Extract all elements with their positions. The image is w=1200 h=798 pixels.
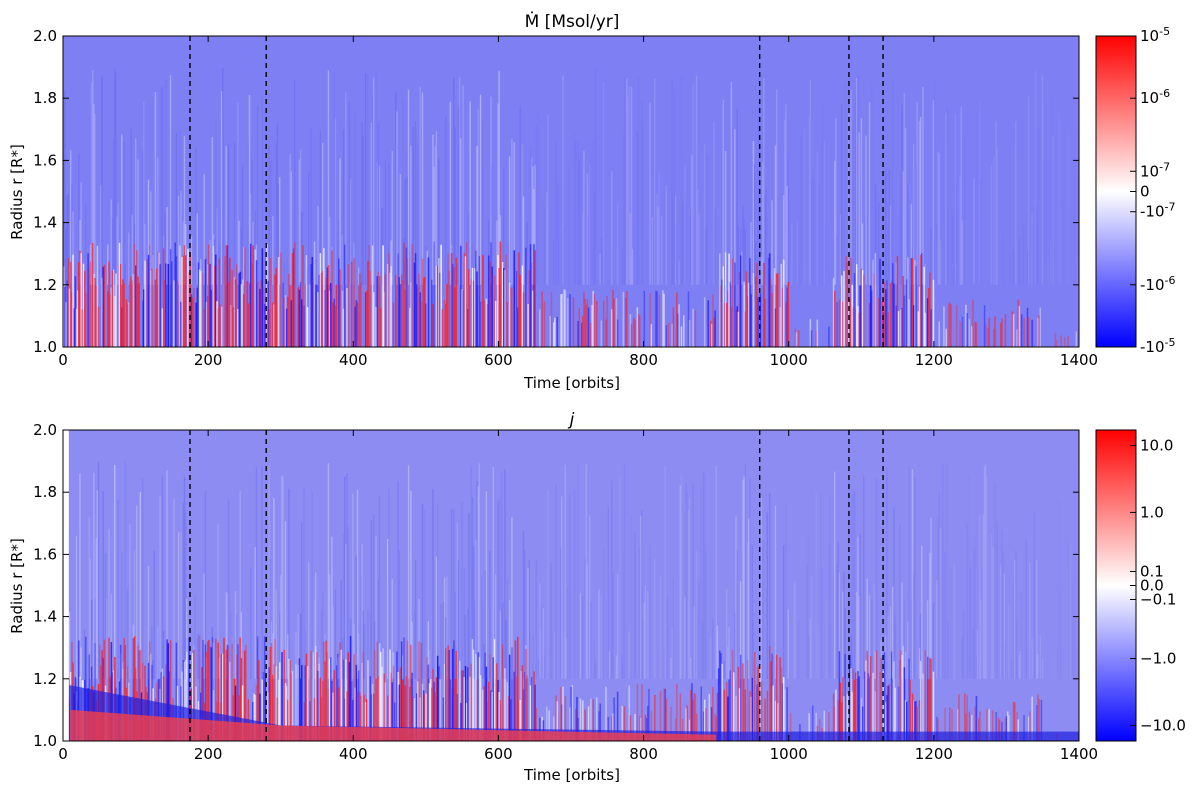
x-tick-label: 200 (194, 351, 223, 369)
x-tick-label: 1000 (770, 745, 808, 763)
y-axis-label: Radius r [R*] (8, 144, 26, 240)
colorbar-tick-label: 0.1 (1140, 563, 1164, 581)
colorbar-tick-label: 0.0 (1140, 577, 1164, 595)
x-tick-label: 1000 (770, 351, 808, 369)
colorbar: 10.0 1.0 0.10.0−0.1 −1.0 −10.0 (1095, 429, 1186, 742)
colorbar-tick-label: 10.0 (1140, 437, 1173, 455)
x-tick-label: 1200 (915, 351, 953, 369)
x-tick-label: 400 (339, 745, 368, 763)
y-tick-label: 2.0 (33, 421, 57, 439)
plot-area: 0 200 400 600 800 1000 1200 1400 1.0 1.2 1.4 1.6 1.8… (33, 27, 1098, 369)
x-tick-label: 400 (339, 351, 368, 369)
y-tick-label: 1.0 (33, 732, 57, 750)
x-tick-label: 0 (58, 745, 68, 763)
y-tick-label: 1.6 (33, 151, 57, 169)
panel-mdot: Ṁ [Msol/yr] 0 200 400 600 800 1000 1200 1400 1.0… (8, 11, 1175, 392)
plot-area: 0 200 400 600 800 1000 1200 1400 1.0 1.2 1.4 1.6 1.8… (33, 421, 1098, 763)
colorbar-tick-label: 10-5 (1140, 25, 1170, 45)
heatmap-field (63, 430, 1079, 741)
colorbar-tick-label: -10-5 (1140, 336, 1175, 356)
heatmap-field (63, 36, 1079, 347)
colorbar-gradient (1095, 429, 1137, 742)
colorbar-tick-label: 1.0 (1140, 503, 1164, 521)
colorbar-tick-label: −10.0 (1140, 716, 1186, 734)
y-tick-label: 1.6 (33, 545, 57, 563)
y-tick-label: 1.8 (33, 89, 57, 107)
empty-start-region (63, 430, 69, 741)
colorbar-tick-label: −0.1 (1140, 590, 1176, 608)
x-tick-label: 200 (194, 745, 223, 763)
plot-frame (62, 429, 1080, 742)
x-tick-label: 800 (629, 745, 658, 763)
x-axis-label: Time [orbits] (523, 766, 620, 784)
colorbar-tick-label: 10-7 (1140, 160, 1170, 180)
x-tick-label: 1200 (915, 745, 953, 763)
y-tick-label: 1.4 (33, 608, 57, 626)
heatmap-streaks (63, 67, 1078, 347)
x-tick-label: 1400 (1060, 351, 1098, 369)
y-tick-label: 1.2 (33, 276, 57, 294)
chart-title: Ṁ [Msol/yr] (525, 11, 620, 32)
colorbar-tick-label: 0 (1140, 183, 1150, 201)
colorbar-tick-label: −1.0 (1140, 650, 1176, 668)
y-tick-label: 1.8 (33, 483, 57, 501)
colorbar: 10-5 10-6 10-7 0-10-7 -10-6 -10-5 (1095, 25, 1175, 356)
x-tick-label: 600 (484, 745, 513, 763)
x-tick-label: 800 (629, 351, 658, 369)
colorbar-tick-label: -10-7 (1140, 201, 1175, 221)
colorbar-tick-label: -10-6 (1140, 274, 1175, 294)
colorbar-tick-label: 10-6 (1140, 87, 1170, 107)
x-tick-label: 1400 (1060, 745, 1098, 763)
y-tick-label: 1.4 (33, 214, 57, 232)
y-tick-label: 1.0 (33, 338, 57, 356)
y-axis-label: Radius r [R*] (8, 538, 26, 634)
y-tick-label: 2.0 (33, 27, 57, 45)
x-axis-label: Time [orbits] (523, 374, 620, 392)
chart-title: j (568, 410, 575, 430)
y-tick-label: 1.2 (33, 670, 57, 688)
x-tick-label: 0 (58, 351, 68, 369)
red-base-strip (70, 709, 717, 741)
plot-frame (62, 35, 1080, 348)
panel-j: j 0 200 400 600 800 1000 1200 1400 1.0 1.2 1.4 1.6 1… (8, 410, 1186, 784)
x-tick-label: 600 (484, 351, 513, 369)
colorbar-gradient (1095, 35, 1137, 348)
